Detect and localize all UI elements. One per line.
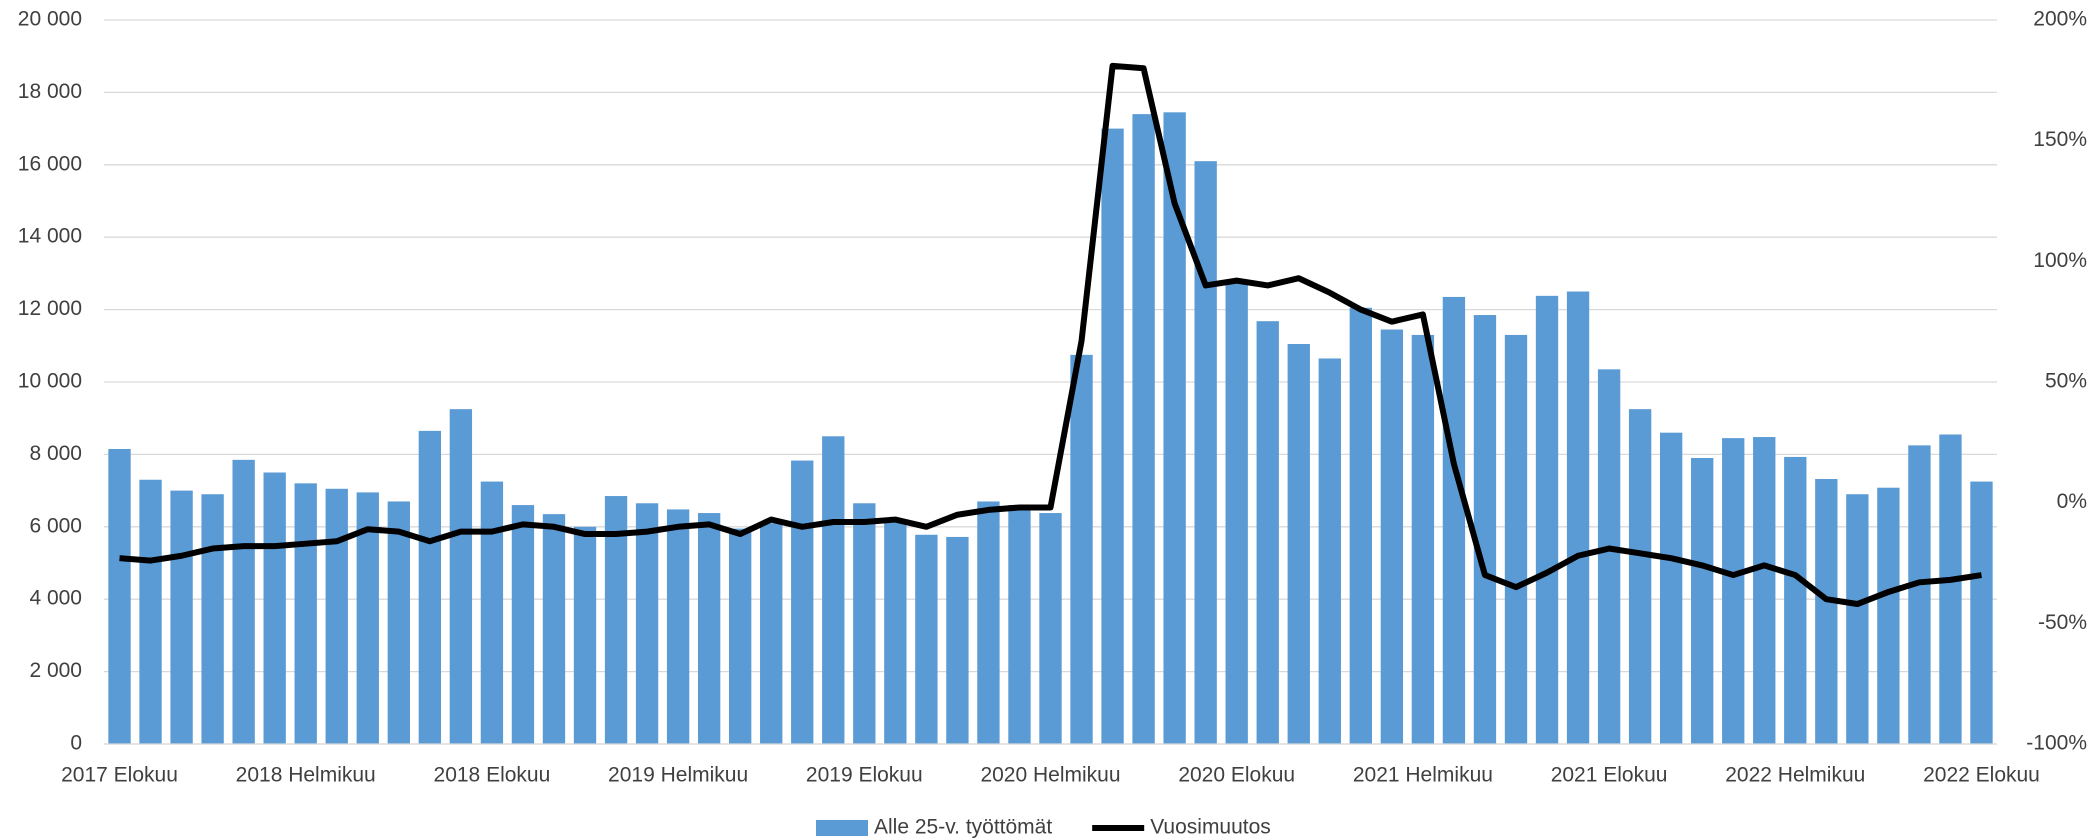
bar (604, 496, 628, 744)
bar (1628, 409, 1652, 744)
bar (1008, 505, 1031, 744)
line (119, 62, 1982, 608)
bar (1504, 334, 1528, 744)
x-tick-label: 2022 Helmikuu (1725, 764, 1865, 787)
bar (915, 534, 938, 744)
y-tick-label: 2 000 (29, 659, 82, 682)
bar (139, 479, 162, 744)
bar (1566, 291, 1590, 744)
bar (1256, 321, 1279, 744)
bar (1473, 315, 1497, 744)
bar (1349, 307, 1372, 744)
y-tick-label: 18 000 (18, 80, 82, 103)
bar (387, 501, 410, 744)
bar (1691, 458, 1714, 744)
x-tick-label: 2019 Helmikuu (608, 764, 748, 787)
y2-tick-label: 0% (2057, 490, 2087, 513)
bar (1784, 456, 1807, 744)
y-tick-label: 8 000 (29, 442, 82, 465)
y2-tick-label: 50% (2045, 370, 2087, 393)
bar (697, 513, 721, 744)
bar (1597, 369, 1621, 744)
bar (1225, 280, 1248, 744)
bar (170, 490, 193, 744)
bar (418, 430, 442, 744)
bar (1722, 438, 1745, 744)
x-tick-label: 2022 Elokuu (1923, 764, 2040, 787)
x-tick-label: 2019 Elokuu (806, 764, 923, 787)
y-tick-label: 10 000 (18, 370, 82, 393)
bar (1442, 296, 1466, 744)
y-tick-label: 0 (70, 732, 82, 755)
bar (356, 492, 379, 744)
x-tick-label: 2020 Helmikuu (980, 764, 1120, 787)
bar (1970, 481, 1993, 744)
bar (325, 488, 348, 744)
legend-label: Vuosimuutos (1150, 816, 1271, 839)
bar (449, 409, 473, 744)
bar (822, 436, 845, 744)
bar (1132, 114, 1155, 745)
bar (108, 448, 131, 744)
bar (511, 505, 535, 744)
x-tick-label: 2018 Elokuu (434, 764, 551, 787)
bar (542, 514, 566, 744)
bar (1815, 479, 1838, 744)
bar (884, 519, 907, 744)
bar (480, 481, 504, 744)
bar (791, 460, 814, 744)
bar (760, 523, 783, 744)
x-tick-label: 2021 Elokuu (1551, 764, 1668, 787)
bar (1163, 112, 1186, 744)
y2-tick-label: -50% (2038, 611, 2087, 634)
bar (573, 526, 597, 744)
y-tick-label: 20 000 (18, 8, 82, 31)
x-tick-label: 2021 Helmikuu (1353, 764, 1493, 787)
y-tick-label: 4 000 (29, 587, 82, 610)
x-tick-label: 2020 Elokuu (1178, 764, 1295, 787)
bar (729, 528, 752, 744)
bar (1287, 343, 1310, 744)
bar (1535, 295, 1559, 744)
y2-tick-label: -100% (2026, 732, 2087, 755)
y-tick-label: 12 000 (18, 297, 82, 320)
bar (1318, 358, 1341, 744)
bar (853, 503, 876, 744)
bar (1101, 128, 1124, 745)
y2-tick-label: 200% (2033, 8, 2087, 31)
bar (1411, 334, 1435, 744)
y-tick-label: 16 000 (18, 152, 82, 175)
bar (946, 536, 969, 744)
bar (201, 494, 224, 744)
bar (1194, 161, 1217, 744)
y2-tick-label: 100% (2033, 249, 2087, 272)
bar (666, 509, 690, 744)
bar (232, 459, 255, 744)
legend-swatch (816, 820, 868, 836)
bar (1380, 329, 1404, 744)
bar (977, 501, 1000, 744)
legend-label: Alle 25-v. työttömät (874, 816, 1052, 839)
bar (1939, 434, 1962, 744)
bar (1908, 445, 1931, 744)
bar (294, 483, 317, 744)
bar (1659, 432, 1683, 744)
bar (1877, 487, 1900, 744)
bar (1039, 513, 1062, 744)
bar (263, 472, 286, 744)
y-tick-label: 14 000 (18, 225, 82, 248)
bar (1753, 437, 1776, 744)
bar (1070, 354, 1093, 744)
y-tick-label: 6 000 (29, 514, 82, 537)
bar (635, 503, 659, 744)
x-tick-label: 2018 Helmikuu (236, 764, 376, 787)
bar (1846, 494, 1869, 744)
y2-tick-label: 150% (2033, 128, 2087, 151)
x-tick-label: 2017 Elokuu (61, 764, 178, 787)
